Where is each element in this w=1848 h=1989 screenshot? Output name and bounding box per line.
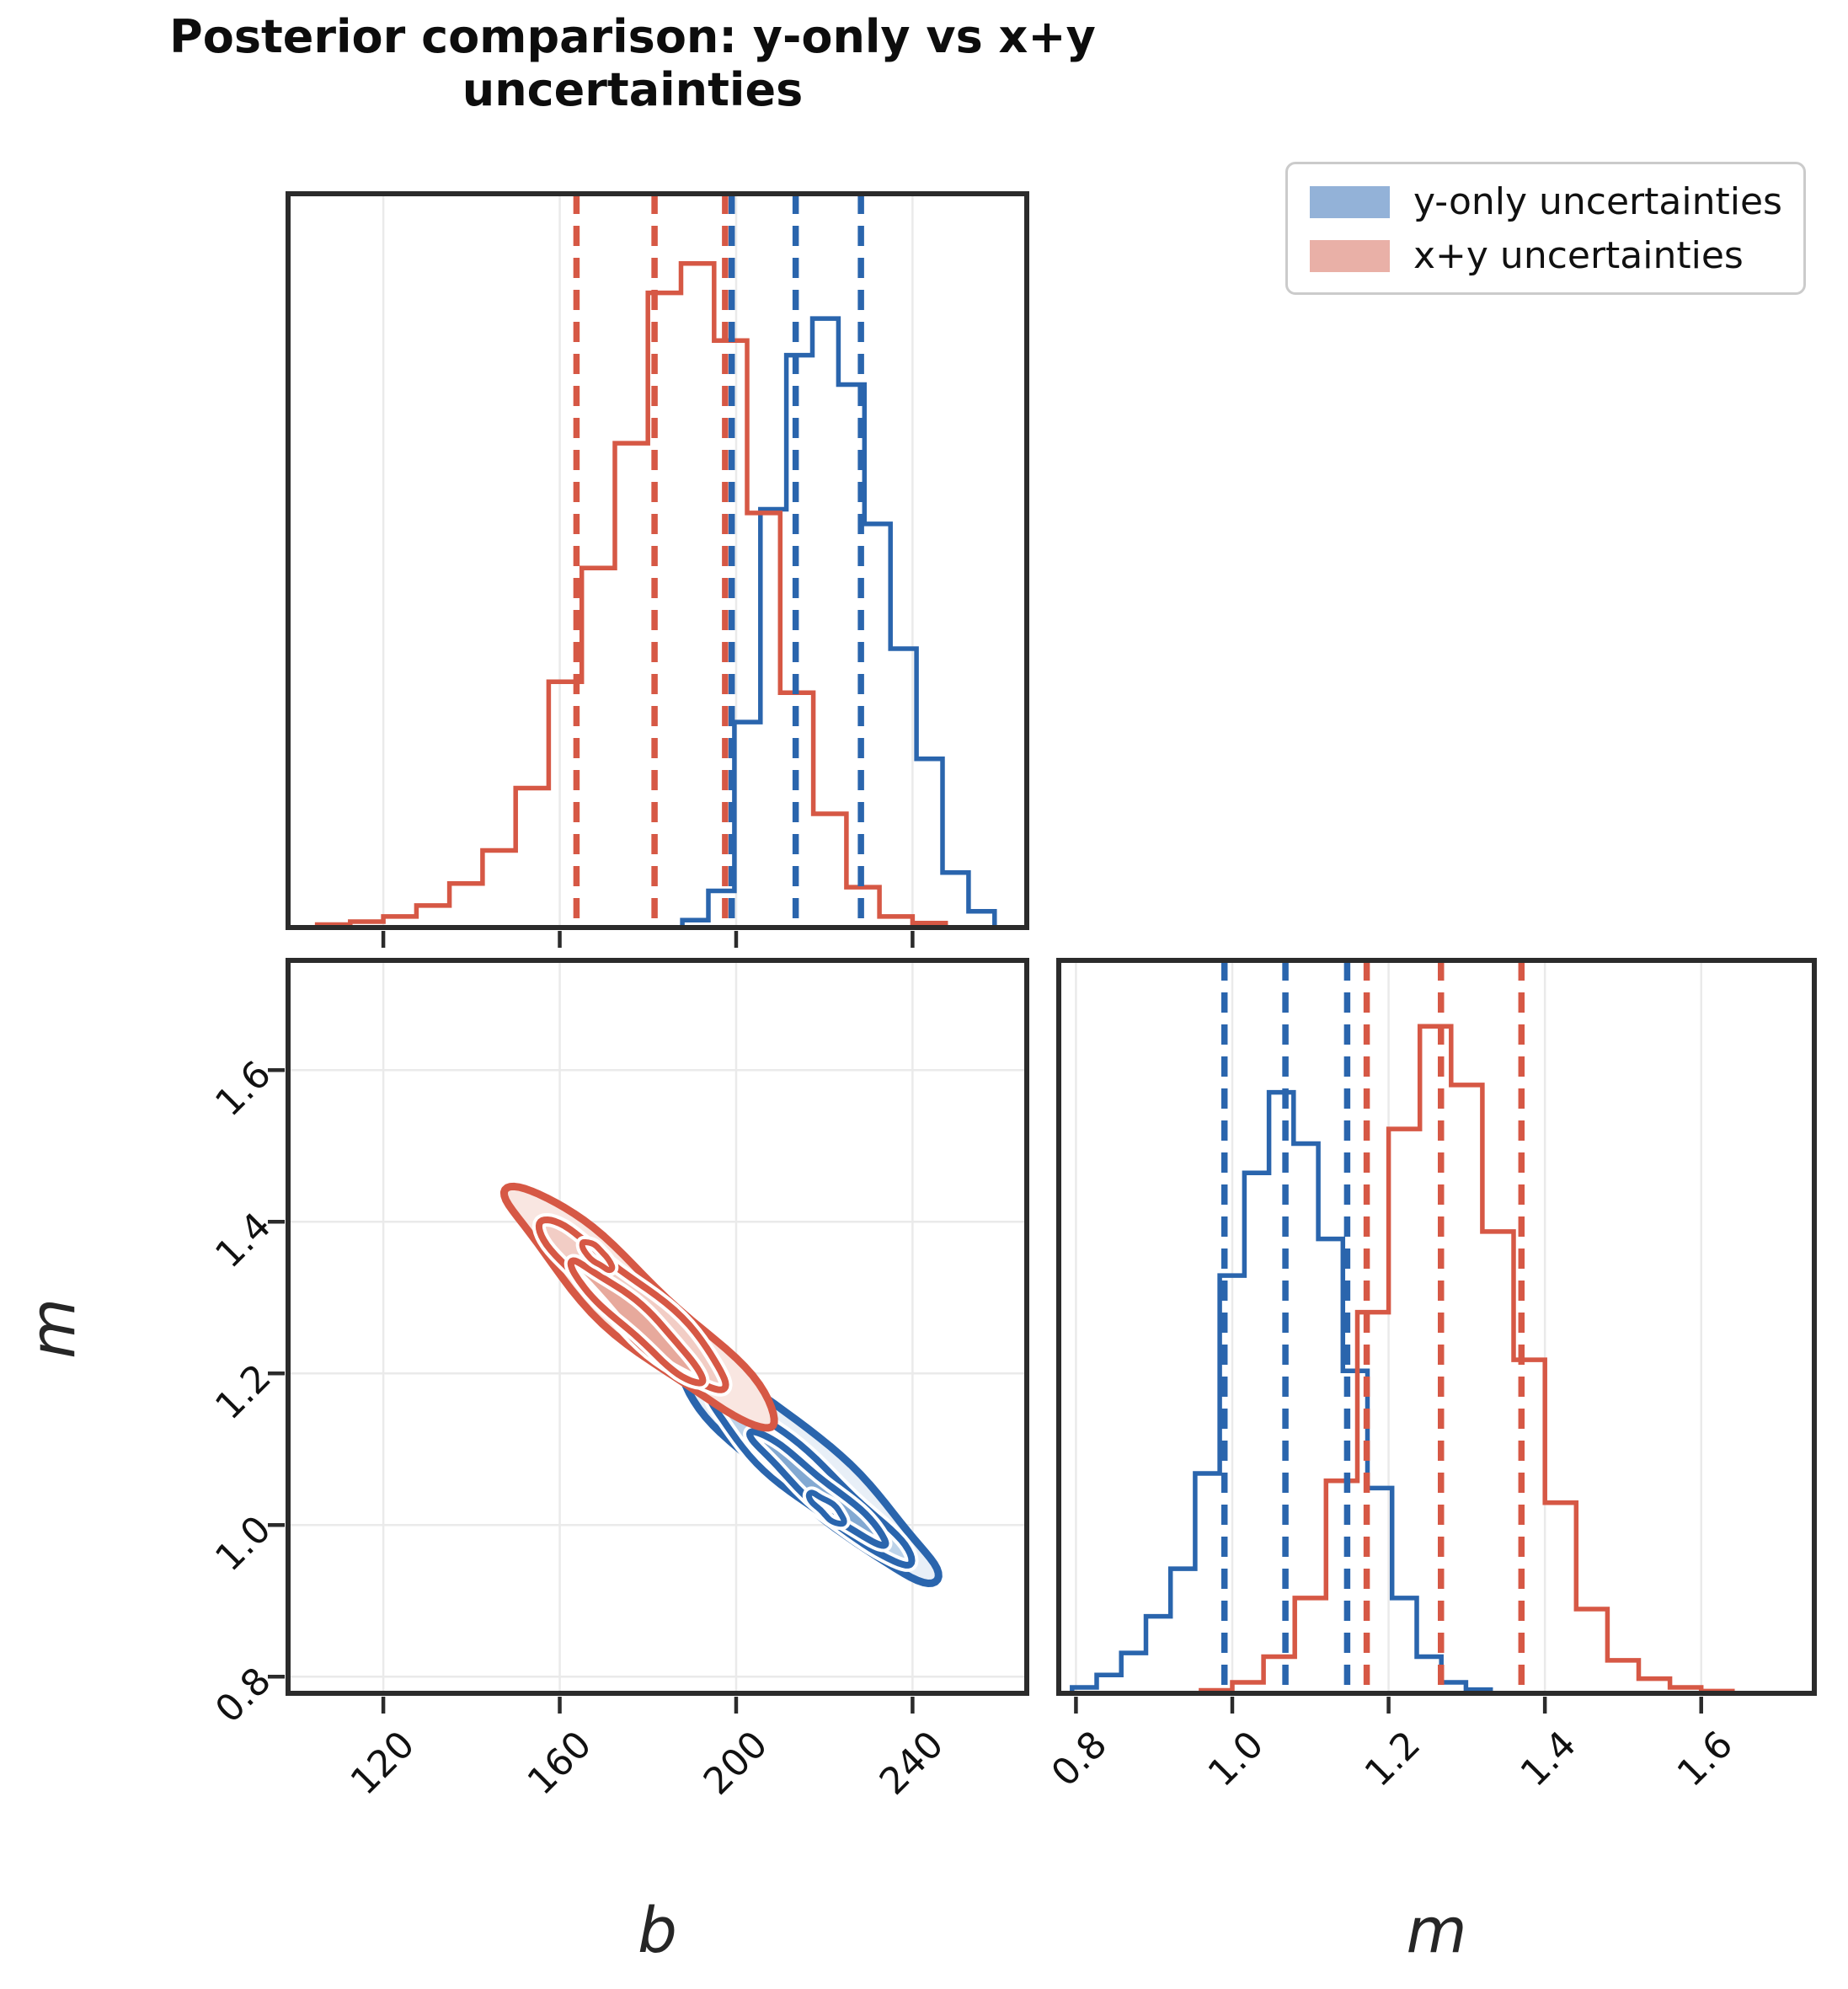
percentile-lines-x+y [573, 194, 729, 928]
x-tick-label-b-200: 200 [695, 1723, 777, 1804]
histogram-outline-x+y [1199, 1024, 1735, 1694]
percentile-lines-y-only [728, 194, 864, 928]
legend-label-xy: x+y uncertainties [1413, 234, 1744, 277]
x-axis-ticks [381, 1697, 915, 1714]
figure-title: Posterior comparison: y-only vs x+y unce… [169, 10, 1096, 116]
panel-histogram-m [1056, 958, 1817, 1714]
legend-swatch-y-only [1310, 186, 1390, 218]
legend-item-y-only: y-only uncertainties [1310, 178, 1785, 227]
x-tick-label-b-240: 240 [872, 1723, 953, 1804]
percentile-lines-y-only [1220, 960, 1351, 1693]
gridlines [382, 194, 914, 928]
gridlines [1075, 960, 1702, 1693]
percentile-lines-x+y [1363, 960, 1525, 1693]
y-tick-label-m-1.4: 1.4 [207, 1204, 280, 1277]
legend-label-y-only: y-only uncertainties [1413, 180, 1782, 223]
histogram-outline-x+y [314, 260, 948, 928]
y-tick-label-m-1.0: 1.0 [207, 1507, 280, 1580]
y-tick-label-m-1.2: 1.2 [207, 1355, 280, 1429]
y-axis-label-m: m [17, 1297, 89, 1360]
x-tick-label-m-1.0: 1.0 [1199, 1723, 1273, 1795]
x-axis-ticks [381, 931, 915, 948]
legend: y-only uncertainties x+y uncertainties [1285, 162, 1806, 295]
x-axis-ticks [1074, 1697, 1703, 1714]
x-axis-label-b: b [638, 1895, 677, 1967]
contour-lines-x+y [499, 1182, 778, 1432]
panel-contour-b-m [268, 958, 1029, 1714]
histogram-outline-y-only [680, 316, 997, 928]
x-tick-label-b-160: 160 [519, 1723, 600, 1804]
x-tick-label-m-1.2: 1.2 [1356, 1723, 1429, 1795]
panel-frame [1056, 958, 1817, 1696]
panel-frame [286, 958, 1029, 1696]
histogram-outline-y-only [1070, 1089, 1493, 1693]
x-tick-label-m-1.4: 1.4 [1512, 1723, 1585, 1795]
x-tick-label-m-1.6: 1.6 [1669, 1723, 1741, 1795]
x-axis-label-m: m [1406, 1895, 1467, 1967]
legend-item-xy: x+y uncertainties [1310, 232, 1785, 281]
panel-frame [286, 191, 1029, 930]
panel-histogram-b [286, 191, 1029, 948]
x-tick-label-b-120: 120 [342, 1723, 424, 1804]
y-tick-label-m-1.6: 1.6 [207, 1052, 280, 1125]
x-tick-label-m-0.8: 0.8 [1044, 1723, 1116, 1795]
legend-swatch-xy [1310, 240, 1390, 272]
y-tick-label-m-0.8: 0.8 [207, 1659, 280, 1732]
y-axis-ticks [268, 1067, 285, 1679]
